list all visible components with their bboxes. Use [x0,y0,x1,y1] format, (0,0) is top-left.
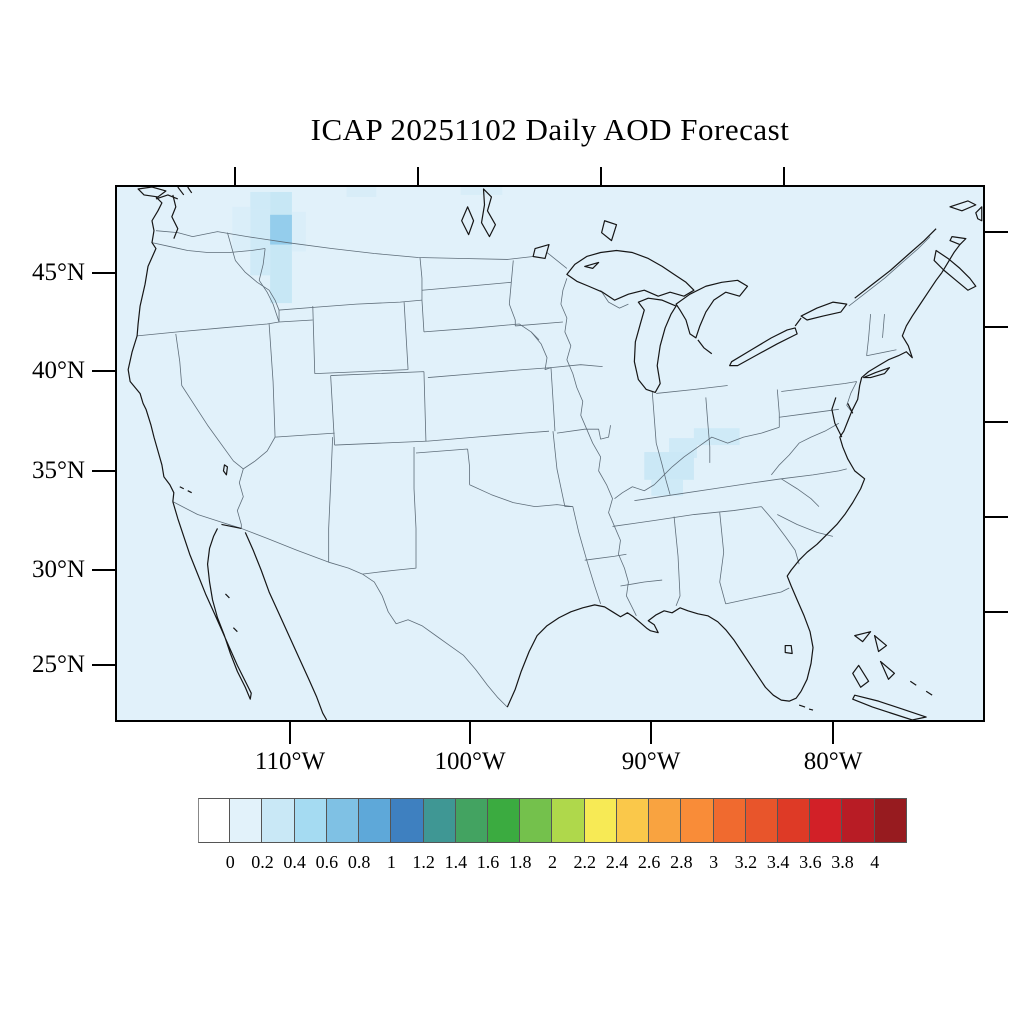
lon-tick-bottom [469,722,471,744]
colorbar-cell [487,798,521,843]
lon-tick-top [234,167,236,185]
colorbar [198,798,907,843]
lon-tick-top [600,167,602,185]
colorbar-tick-label: 1.2 [412,852,435,872]
colorbar-cell [391,798,424,843]
colorbar-tick-label: 3 [709,852,719,872]
aod-grid-cell [291,211,306,252]
lat-tick-right [985,516,1008,518]
lon-tick-bottom [832,722,834,744]
us-map [117,187,983,720]
lat-tick-label: 40°N [31,357,85,384]
lat-tick-label: 30°N [31,556,85,583]
lat-tick-left [92,370,115,372]
lat-tick-label: 25°N [31,651,85,678]
aod-patches [232,187,740,496]
lat-tick-left [92,664,115,666]
colorbar-tick-label: 0.8 [347,852,371,872]
lat-tick-left [92,470,115,472]
lat-tick-left [92,569,115,571]
lat-tick-right [985,231,1008,233]
lat-tick-right [985,611,1008,613]
lat-tick-left [92,272,115,274]
aod-grid-cell [644,452,694,480]
lat-tick-right [985,326,1008,328]
aod-grid-cell [651,479,684,496]
aod-grid-cell [270,191,292,304]
colorbar-tick-label: 2.2 [573,852,596,872]
colorbar-cell [520,798,553,843]
colorbar-tick-label: 4 [870,852,880,872]
state-borders [137,231,930,707]
colorbar-tick-label: 0.4 [283,852,306,872]
colorbar-cell [359,798,392,843]
colorbar-tick-label: 3.6 [799,852,822,872]
lon-tick-top [417,167,419,185]
colorbar-tick-label: 0 [225,852,235,872]
colorbar-cell [294,798,327,843]
colorbar-tick-label: 2.8 [670,852,693,872]
coastlines [128,187,982,720]
colorbar-cell [552,798,585,843]
colorbar-cell [681,798,714,843]
colorbar-cell [262,798,295,843]
aod-grid-cell [232,206,251,251]
lon-tick-bottom [289,722,291,744]
colorbar-tick-label: 1.4 [444,852,468,872]
colorbar-cell [455,798,488,843]
aod-grid-cell [250,209,271,276]
colorbar-cell [230,798,263,843]
colorbar-tick-label: 0.6 [315,852,339,872]
colorbar-tick-label: 3.8 [831,852,854,872]
lon-tick-label: 100°W [434,748,506,775]
lon-tick-top [783,167,785,185]
colorbar-tick-label: 2.6 [637,852,661,872]
colorbar-tick-label: 0.2 [251,852,274,872]
lon-tick-label: 90°W [621,748,681,775]
colorbar-tick-label: 1.8 [509,852,532,872]
colorbar-cell [198,798,231,843]
aod-grid-cell [346,187,377,197]
lat-tick-label: 45°N [31,259,85,286]
colorbar-cell [326,798,360,843]
aod-grid-cell [250,191,271,210]
aod-grid-cell [270,214,292,245]
colorbar-cell [649,798,682,843]
colorbar-cell [713,798,746,843]
colorbar-tick-label: 1.6 [476,852,500,872]
lat-tick-label: 35°N [31,457,85,484]
lon-tick-bottom [650,722,652,744]
colorbar-tick-label: 2 [548,852,557,872]
colorbar-cell [616,798,650,843]
aod-grid-cell [460,187,503,195]
lon-tick-label: 80°W [803,748,863,775]
lon-tick-label: 110°W [254,748,326,775]
colorbar-cell [874,798,907,843]
aod-grid-cell [693,428,740,446]
colorbar-cell [745,798,778,843]
colorbar-cell [423,798,456,843]
map-frame [115,185,985,722]
colorbar-cell [777,798,811,843]
plot-title: ICAP 20251102 Daily AOD Forecast [310,112,790,147]
colorbar-tick-label: 3.4 [766,852,790,872]
colorbar-cell [842,798,875,843]
colorbar-tick-label: 3.2 [734,852,758,872]
colorbar-cell [584,798,617,843]
lat-tick-right [985,421,1008,423]
colorbar-cell [810,798,843,843]
colorbar-tick-label: 1 [386,852,396,872]
colorbar-tick-label: 2.4 [605,852,629,872]
